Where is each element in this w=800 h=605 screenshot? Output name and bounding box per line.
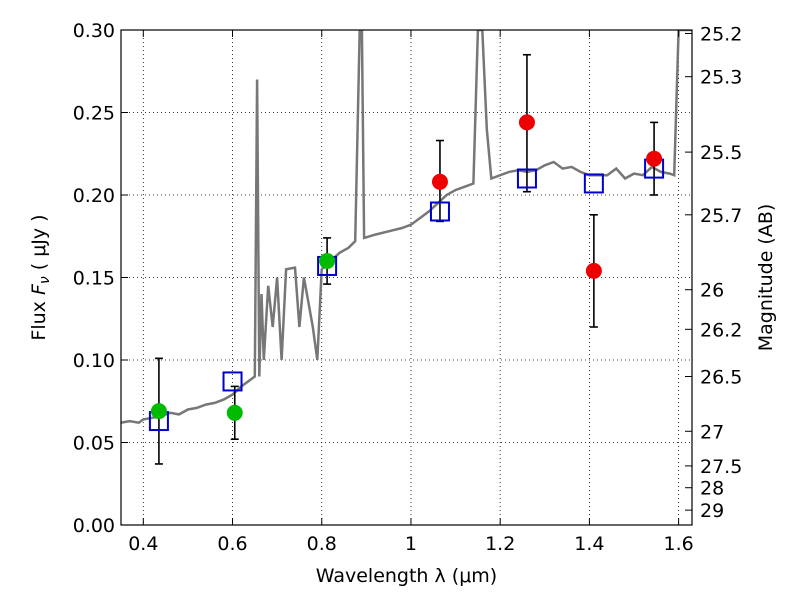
y-axis-title: Flux Fν ( μJy ) [28, 214, 53, 340]
markers-layer [148, 53, 665, 465]
x-tick-label: 1.2 [485, 533, 515, 555]
right-tick-label: 26.5 [700, 367, 742, 389]
x-tick-label: 0.8 [307, 533, 337, 555]
data-point-marker [518, 114, 535, 131]
right-tick-label: 25.2 [700, 23, 742, 45]
x-tick-label: 1.6 [664, 533, 694, 555]
model-square-marker [222, 371, 243, 392]
x-tick-label: 0.6 [217, 533, 247, 555]
y-tick-label: 0.00 [73, 515, 115, 537]
model-square-marker [516, 168, 537, 189]
x-axis-title: Wavelength λ (μm) [316, 565, 497, 587]
right-tick-label: 29 [700, 500, 724, 522]
grid [121, 29, 692, 526]
right-tick-label: 27 [700, 421, 724, 443]
data-point-marker [226, 404, 243, 421]
y-tick-label: 0.25 [73, 103, 115, 125]
y-tick-label: 0.20 [73, 185, 115, 207]
ticks: 0.4 0.6 0.8 1 1.2 1.4 1.6 0.00 0.05 0.10 0.15 0.20 0… [73, 20, 743, 555]
right-tick-label: 25.7 [700, 205, 742, 227]
data-point-marker [646, 150, 663, 167]
y-tick-label: 0.10 [73, 350, 115, 372]
right-tick-label: 27.5 [700, 456, 742, 478]
right-tick-label: 25.5 [700, 142, 742, 164]
model-square-marker [429, 201, 450, 222]
y-tick-label: 0.15 [73, 268, 115, 290]
right-tick-label: 26.2 [700, 319, 742, 341]
x-tick-label: 1 [405, 533, 417, 555]
y-tick-label: 0.30 [73, 20, 115, 42]
data-point-marker [319, 253, 336, 269]
data-point-marker [150, 403, 167, 420]
model-square-marker [583, 173, 604, 194]
y-tick-label: 0.05 [73, 433, 115, 455]
x-tick-label: 1.4 [574, 533, 604, 555]
right-axis-title: Magnitude (AB) [755, 204, 777, 352]
right-tick-label: 26 [700, 280, 724, 302]
x-tick-label: 0.4 [128, 533, 158, 555]
right-tick-label: 28 [700, 478, 724, 500]
right-tick-label: 25.3 [700, 67, 742, 89]
data-point-marker [431, 173, 448, 190]
data-point-marker [585, 262, 602, 279]
